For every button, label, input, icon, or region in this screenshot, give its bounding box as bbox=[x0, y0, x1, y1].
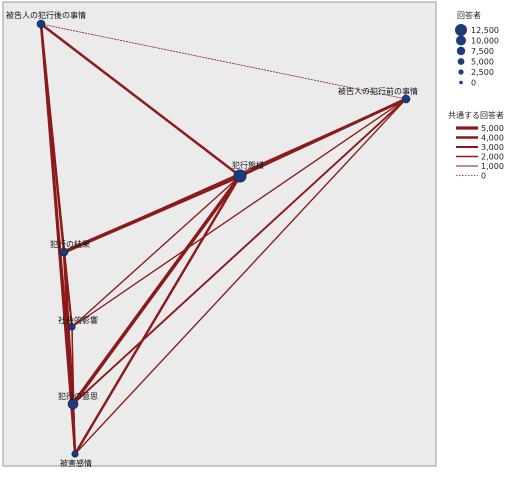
respondents-legend-label: 12,500 bbox=[471, 26, 499, 35]
edge-n3-n7 bbox=[73, 174, 242, 456]
respondents-legend-marker bbox=[455, 24, 467, 36]
edge-n2-n7 bbox=[74, 98, 407, 455]
respondents-legend-label: 2,500 bbox=[471, 68, 494, 77]
edges-layer bbox=[39, 22, 408, 456]
respondents-legend-marker bbox=[456, 35, 466, 46]
edge-n1-n7 bbox=[40, 23, 76, 455]
node-label-6: 犯行の意思 bbox=[58, 391, 98, 401]
node-3 bbox=[233, 169, 247, 183]
node-1 bbox=[36, 19, 46, 29]
shared-legend-label: 1,000 bbox=[481, 162, 504, 171]
respondents-legend-marker bbox=[459, 80, 463, 85]
node-6 bbox=[67, 398, 79, 410]
shared-legend-label: 2,000 bbox=[481, 153, 504, 162]
respondents-legend-title: 回答者 bbox=[457, 10, 481, 20]
edge-n2-n5 bbox=[71, 98, 407, 328]
respondents-legend-label: 7,500 bbox=[471, 47, 494, 56]
edge-n3-n6 bbox=[71, 174, 242, 406]
respondents-legend-marker bbox=[458, 69, 464, 75]
respondents-legend-marker bbox=[457, 58, 465, 65]
shared-legend-title: 共通する回答者 bbox=[448, 110, 504, 120]
node-2 bbox=[401, 94, 411, 104]
edge-n1-n2 bbox=[40, 23, 407, 100]
edge-n3-n4 bbox=[62, 174, 242, 254]
node-4 bbox=[59, 247, 69, 257]
node-label-7: 被害感情 bbox=[60, 458, 92, 468]
node-label-3: 犯行態様 bbox=[232, 160, 264, 170]
shared-legend-label: 4,000 bbox=[481, 134, 504, 143]
edge-n6-n7 bbox=[71, 402, 77, 456]
respondents-legend-label: 5,000 bbox=[471, 58, 494, 67]
shared-legend-label: 3,000 bbox=[481, 143, 504, 152]
shared-legend-label: 0 bbox=[481, 172, 486, 181]
shared-legend-label: 5,000 bbox=[481, 124, 504, 133]
respondents-legend-marker bbox=[456, 46, 466, 56]
node-label-2: 被告人の犯行前の事情 bbox=[338, 86, 418, 96]
node-label-5: 社会的影響 bbox=[58, 315, 98, 325]
edge-n2-n6 bbox=[72, 98, 407, 405]
plot-area bbox=[2, 1, 437, 467]
node-5 bbox=[68, 323, 76, 331]
node-7 bbox=[71, 450, 79, 458]
respondents-legend-label: 0 bbox=[471, 79, 476, 88]
labels-layer: 被告人の犯行後の事情被告人の犯行前の事情犯行態様犯行の結果社会的影響犯行の意思被… bbox=[6, 10, 418, 468]
nodes-layer bbox=[36, 19, 411, 458]
node-label-4: 犯行の結果 bbox=[50, 239, 90, 249]
edge-n1-n3 bbox=[39, 22, 242, 178]
edge-n3-n5 bbox=[71, 175, 241, 328]
node-label-1: 被告人の犯行後の事情 bbox=[6, 10, 86, 20]
respondents-legend-label: 10,000 bbox=[471, 37, 499, 46]
